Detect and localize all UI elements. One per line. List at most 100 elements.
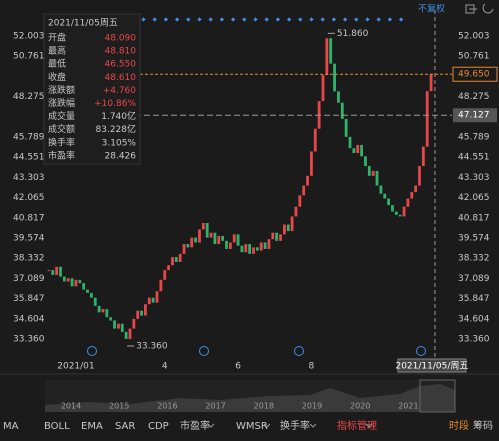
candle bbox=[105, 309, 109, 318]
tab[interactable]: BOLL bbox=[44, 421, 70, 432]
candle bbox=[82, 283, 86, 290]
x-tick-label: 6 bbox=[235, 362, 241, 372]
y-tick-label-right: 35.847 bbox=[458, 294, 490, 304]
candle bbox=[51, 270, 55, 275]
tab[interactable]: SAR bbox=[115, 421, 135, 432]
tab[interactable]: CDP bbox=[148, 421, 169, 432]
candle bbox=[97, 305, 101, 313]
y-tick-label-left: 33.360 bbox=[13, 335, 45, 345]
tab[interactable]: 换手率 bbox=[280, 419, 310, 432]
info-value: +4.760 bbox=[103, 86, 137, 96]
info-value: 48.610 bbox=[105, 73, 137, 83]
candle bbox=[225, 240, 228, 249]
info-value: 48.810 bbox=[105, 47, 137, 57]
crosshair-date-box bbox=[397, 358, 467, 373]
crosshair-price-box bbox=[453, 108, 497, 123]
event-marker bbox=[186, 17, 191, 22]
event-icon[interactable] bbox=[199, 346, 209, 356]
tab[interactable]: MA bbox=[3, 421, 19, 432]
chart: 52.003 52.003 50.761 50.761 48.275 48.275 45.7… bbox=[3, 10, 498, 432]
candle bbox=[47, 270, 51, 272]
event-marker bbox=[219, 17, 225, 22]
icon[interactable] bbox=[465, 4, 477, 14]
tab[interactable]: 时段 bbox=[449, 419, 469, 432]
info-label: 开盘 bbox=[48, 32, 66, 44]
candle bbox=[55, 266, 59, 275]
info-value: 48.090 bbox=[105, 34, 137, 44]
info-label: 收盘 bbox=[48, 71, 66, 83]
candle bbox=[93, 297, 97, 306]
info-value: 83.228亿 bbox=[96, 123, 137, 135]
candle bbox=[302, 185, 306, 196]
y-tick-label-left: 34.604 bbox=[13, 314, 45, 324]
dropdown-arrow bbox=[207, 423, 215, 428]
candle bbox=[263, 242, 267, 249]
tab[interactable]: 市盈率 bbox=[180, 419, 210, 432]
x-tick-label: 2021/01 bbox=[57, 362, 94, 372]
candle bbox=[294, 206, 298, 217]
candle bbox=[140, 310, 143, 316]
y-tick-label-right: 37.089 bbox=[458, 274, 490, 284]
x-tick-label: 8 bbox=[309, 362, 315, 372]
candle bbox=[109, 317, 113, 321]
info-value: +10.86% bbox=[94, 99, 136, 109]
tab[interactable]: 指标管理 bbox=[337, 419, 377, 432]
overview-year: 2020 bbox=[350, 402, 370, 411]
event-icon[interactable] bbox=[416, 346, 426, 356]
candle bbox=[252, 247, 255, 254]
candle bbox=[321, 75, 325, 102]
annotation: 51.860 bbox=[337, 29, 369, 39]
y-tick-label-left: 35.847 bbox=[13, 294, 45, 304]
candle bbox=[136, 310, 140, 319]
candle bbox=[232, 234, 236, 243]
icon[interactable] bbox=[482, 3, 494, 14]
y-tick-label-right: 34.604 bbox=[458, 314, 490, 324]
candle bbox=[398, 214, 402, 217]
candle bbox=[348, 136, 352, 149]
event-icon[interactable] bbox=[87, 346, 97, 356]
event-icon[interactable] bbox=[294, 346, 304, 356]
candle bbox=[364, 156, 367, 167]
y-tick-label-left: 43.303 bbox=[13, 173, 45, 183]
candle bbox=[429, 74, 433, 92]
candle bbox=[144, 304, 147, 316]
candle bbox=[198, 229, 201, 243]
event-marker bbox=[242, 17, 247, 22]
dropdown-arrow bbox=[309, 423, 317, 428]
candle bbox=[356, 144, 360, 154]
candle bbox=[329, 38, 333, 64]
candle bbox=[367, 166, 371, 176]
candle bbox=[418, 166, 421, 186]
overview-year: 2014 bbox=[61, 402, 81, 411]
candle bbox=[59, 266, 62, 277]
candle bbox=[310, 151, 313, 176]
info-value: 1.740亿 bbox=[101, 110, 136, 122]
candle bbox=[124, 331, 128, 339]
candle bbox=[333, 63, 336, 92]
candle bbox=[213, 232, 217, 245]
info-value: 28.426 bbox=[105, 151, 137, 161]
tab[interactable]: EMA bbox=[81, 421, 103, 432]
tab[interactable]: WMSR bbox=[236, 421, 268, 432]
candle bbox=[240, 245, 244, 253]
candle bbox=[66, 278, 70, 282]
candle bbox=[128, 328, 132, 339]
y-tick-label-right: 43.303 bbox=[458, 173, 490, 183]
tab[interactable]: 筹码 bbox=[473, 419, 493, 432]
candle bbox=[271, 232, 275, 240]
current-price-box bbox=[452, 66, 498, 82]
candle bbox=[425, 91, 429, 147]
info-label: 成交额 bbox=[48, 123, 75, 135]
y-tick-label-left: 50.761 bbox=[13, 52, 45, 62]
candle bbox=[402, 206, 406, 217]
y-tick-label-left: 40.817 bbox=[13, 213, 45, 223]
candle bbox=[86, 289, 89, 293]
overview-window[interactable] bbox=[419, 379, 456, 413]
adjust-button[interactable]: 不复权 bbox=[418, 3, 445, 15]
candle bbox=[275, 232, 279, 241]
candle bbox=[421, 146, 425, 167]
y-tick-label-left: 37.089 bbox=[13, 274, 45, 284]
y-tick-label-right: 38.332 bbox=[458, 254, 490, 264]
event-marker bbox=[230, 17, 236, 22]
